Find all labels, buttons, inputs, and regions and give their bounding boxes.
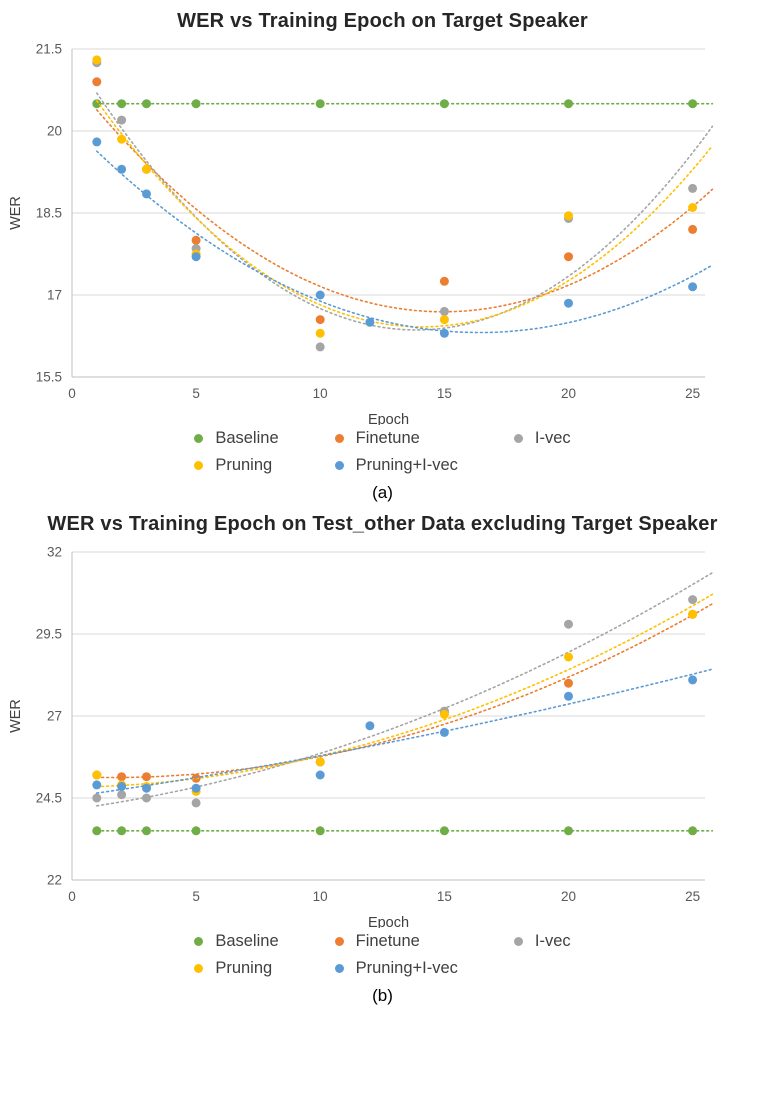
svg-text:20: 20 xyxy=(47,124,62,139)
svg-text:32: 32 xyxy=(47,545,62,560)
svg-text:Epoch: Epoch xyxy=(368,412,409,425)
svg-text:0: 0 xyxy=(68,889,76,904)
svg-text:27: 27 xyxy=(47,709,62,724)
legend-marker-icon xyxy=(194,937,204,946)
svg-text:15: 15 xyxy=(437,889,452,904)
legend-marker-icon xyxy=(334,461,344,470)
svg-text:18.5: 18.5 xyxy=(36,206,62,221)
svg-text:22: 22 xyxy=(47,873,62,888)
svg-text:WER: WER xyxy=(8,196,24,230)
svg-text:25: 25 xyxy=(685,889,700,904)
legend-item: Pruning+I-vec xyxy=(334,959,458,978)
svg-text:5: 5 xyxy=(192,889,200,904)
legend-marker-icon xyxy=(194,434,204,443)
svg-text:29.5: 29.5 xyxy=(36,627,62,642)
legend-item: Finetune xyxy=(334,932,458,951)
legend-item: Baseline xyxy=(194,932,279,951)
chart-a-caption: (a) xyxy=(372,483,393,502)
legend-label: Finetune xyxy=(355,932,420,950)
chart-b-caption: (b) xyxy=(372,986,393,1005)
legend-label: Pruning+I-vec xyxy=(355,959,458,977)
legend-marker-icon xyxy=(194,964,204,973)
svg-text:20: 20 xyxy=(561,889,576,904)
chart-b: WER vs Training Epoch on Test_other Data… xyxy=(0,513,765,1006)
svg-text:15: 15 xyxy=(437,386,452,401)
legend-marker-icon xyxy=(513,434,523,443)
svg-text:20: 20 xyxy=(561,386,576,401)
legend-marker-icon xyxy=(334,434,344,443)
svg-text:24.5: 24.5 xyxy=(36,791,62,806)
chart-a-title: WER vs Training Epoch on Target Speaker xyxy=(177,10,588,32)
svg-text:25: 25 xyxy=(685,386,700,401)
svg-text:WER: WER xyxy=(8,699,24,733)
svg-text:21.5: 21.5 xyxy=(36,42,62,57)
chart-a: WER vs Training Epoch on Target Speaker … xyxy=(0,10,765,503)
legend-marker-icon xyxy=(334,937,344,946)
svg-text:5: 5 xyxy=(192,386,200,401)
legend-marker-icon xyxy=(194,461,204,470)
legend-label: I-vec xyxy=(534,932,571,950)
legend-label: I-vec xyxy=(534,429,571,447)
legend-label: Finetune xyxy=(355,429,420,447)
legend-label: Baseline xyxy=(215,429,279,447)
legend-label: Pruning xyxy=(215,959,273,977)
legend-marker-icon xyxy=(334,964,344,973)
chart-b-plot: 22 24.5 27 29.5 32 0 5 10 15 20 25 WER Epoch xyxy=(8,545,714,928)
legend-item: Finetune xyxy=(334,429,458,448)
chart-b-title: WER vs Training Epoch on Test_other Data… xyxy=(47,513,718,535)
svg-text:10: 10 xyxy=(313,889,328,904)
svg-text:17: 17 xyxy=(47,288,62,303)
legend-label: Pruning xyxy=(215,456,273,474)
svg-text:10: 10 xyxy=(313,386,328,401)
chart-b-legend: Baseline Finetune I-vec Pruning Pruning+I-ve… xyxy=(194,932,571,978)
legend-label: Baseline xyxy=(215,932,279,950)
legend-item: Baseline xyxy=(194,429,279,448)
legend-item: I-vec xyxy=(513,429,571,448)
svg-text:0: 0 xyxy=(68,386,76,401)
legend-marker-icon xyxy=(513,937,523,946)
legend-item: Pruning xyxy=(194,959,278,978)
legend-item: Pruning+I-vec xyxy=(334,456,458,475)
figure: WER vs Training Epoch on Target Speaker … xyxy=(0,10,765,1006)
svg-text:Epoch: Epoch xyxy=(368,915,409,928)
legend-item: Pruning xyxy=(194,456,278,475)
legend-item: I-vec xyxy=(513,932,571,951)
svg-text:15.5: 15.5 xyxy=(36,370,62,385)
chart-a-plot: 15.5 17 18.5 20 21.5 0 5 10 15 20 25 WER Epoch xyxy=(8,42,714,425)
legend-label: Pruning+I-vec xyxy=(355,456,458,474)
chart-a-legend: Baseline Finetune I-vec Pruning Pruning+I-ve… xyxy=(194,429,571,475)
